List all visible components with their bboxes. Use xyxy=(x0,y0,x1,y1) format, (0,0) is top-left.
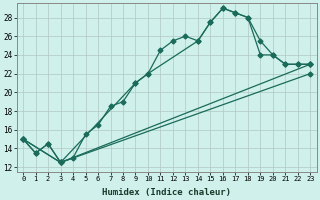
X-axis label: Humidex (Indice chaleur): Humidex (Indice chaleur) xyxy=(102,188,231,197)
